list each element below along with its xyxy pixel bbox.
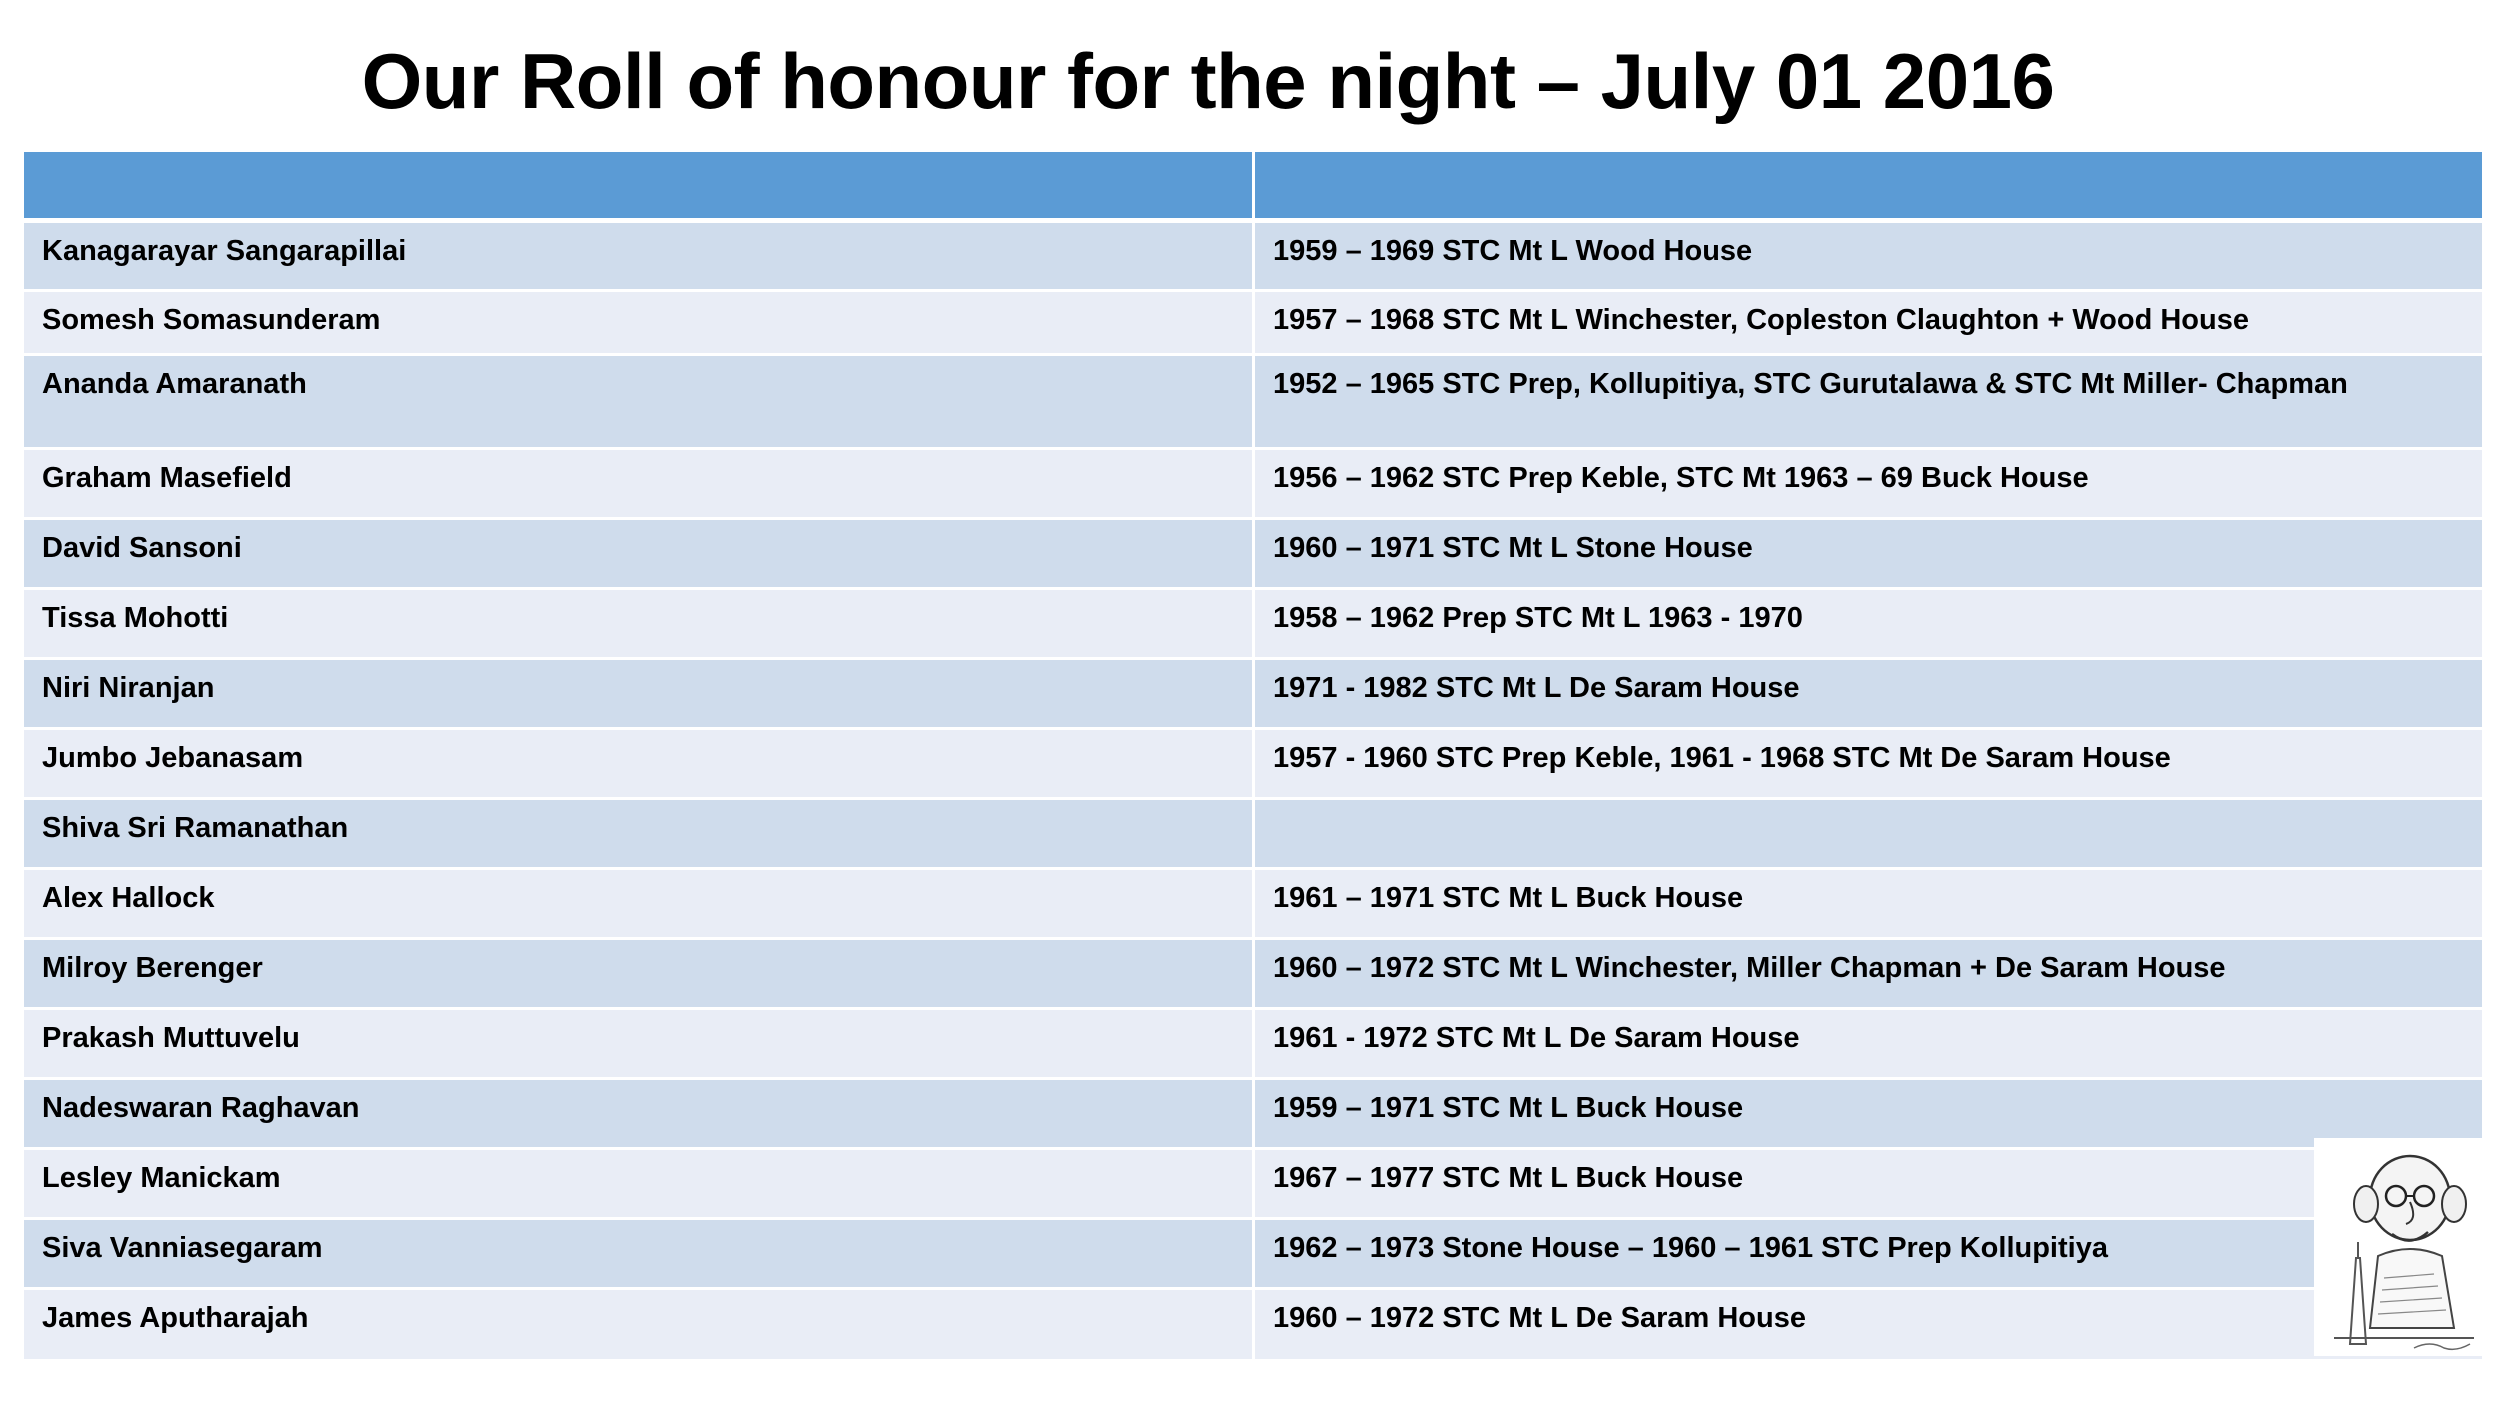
member-detail: 1959 – 1969 STC Mt L Wood House xyxy=(1255,223,2482,292)
member-name: Alex Hallock xyxy=(24,870,1255,940)
member-name: Tissa Mohotti xyxy=(24,590,1255,660)
table-row: Kanagarayar Sangarapillai 1959 – 1969 ST… xyxy=(24,223,2482,292)
member-detail: 1961 - 1972 STC Mt L De Saram House xyxy=(1255,1010,2482,1080)
member-name: Jumbo Jebanasam xyxy=(24,730,1255,800)
member-name: Nadeswaran Raghavan xyxy=(24,1080,1255,1150)
member-name: David Sansoni xyxy=(24,520,1255,590)
member-detail: 1962 – 1973 Stone House – 1960 – 1961 ST… xyxy=(1255,1220,2482,1290)
member-name: Lesley Manickam xyxy=(24,1150,1255,1220)
member-detail: 1960 – 1971 STC Mt L Stone House xyxy=(1255,520,2482,590)
member-detail: 1961 – 1971 STC Mt L Buck House xyxy=(1255,870,2482,940)
table-row: Siva Vanniasegaram 1962 – 1973 Stone Hou… xyxy=(24,1220,2482,1290)
table-row: Prakash Muttuvelu 1961 - 1972 STC Mt L D… xyxy=(24,1010,2482,1080)
member-name: Siva Vanniasegaram xyxy=(24,1220,1255,1290)
roll-of-honour-table: Kanagarayar Sangarapillai 1959 – 1969 ST… xyxy=(24,152,2482,1362)
member-name: Somesh Somasunderam xyxy=(24,292,1255,356)
member-detail: 1958 – 1962 Prep STC Mt L 1963 - 1970 xyxy=(1255,590,2482,660)
table-row: Graham Masefield 1956 – 1962 STC Prep Ke… xyxy=(24,450,2482,520)
member-name: Ananda Amaranath xyxy=(24,356,1255,450)
table-header-row xyxy=(24,152,2482,223)
table-row: Niri Niranjan 1971 - 1982 STC Mt L De Sa… xyxy=(24,660,2482,730)
member-detail: 1960 – 1972 STC Mt L Winchester, Miller … xyxy=(1255,940,2482,1010)
table-row: Alex Hallock 1961 – 1971 STC Mt L Buck H… xyxy=(24,870,2482,940)
member-detail: 1957 - 1960 STC Prep Keble, 1961 - 1968 … xyxy=(1255,730,2482,800)
table-header-detail xyxy=(1255,152,2482,223)
table-row: Tissa Mohotti 1958 – 1962 Prep STC Mt L … xyxy=(24,590,2482,660)
member-detail: 1960 – 1972 STC Mt L De Saram House xyxy=(1255,1290,2482,1362)
table-row: Shiva Sri Ramanathan xyxy=(24,800,2482,870)
member-detail xyxy=(1255,800,2482,870)
member-detail: 1959 – 1971 STC Mt L Buck House xyxy=(1255,1080,2482,1150)
caricature-sketch-icon xyxy=(2314,1138,2486,1356)
member-name: Kanagarayar Sangarapillai xyxy=(24,223,1255,292)
table-header-name xyxy=(24,152,1255,223)
member-detail: 1952 – 1965 STC Prep, Kollupitiya, STC G… xyxy=(1255,356,2482,450)
table-row: Nadeswaran Raghavan 1959 – 1971 STC Mt L… xyxy=(24,1080,2482,1150)
member-name: Graham Masefield xyxy=(24,450,1255,520)
member-detail: 1967 – 1977 STC Mt L Buck House xyxy=(1255,1150,2482,1220)
member-detail: 1971 - 1982 STC Mt L De Saram House xyxy=(1255,660,2482,730)
table-row: David Sansoni 1960 – 1971 STC Mt L Stone… xyxy=(24,520,2482,590)
table-row: Ananda Amaranath 1952 – 1965 STC Prep, K… xyxy=(24,356,2482,450)
slide-title: Our Roll of honour for the night – July … xyxy=(361,37,2055,125)
member-name: Shiva Sri Ramanathan xyxy=(24,800,1255,870)
member-name: Niri Niranjan xyxy=(24,660,1255,730)
table-row: James Aputharajah 1960 – 1972 STC Mt L D… xyxy=(24,1290,2482,1362)
member-name: James Aputharajah xyxy=(24,1290,1255,1362)
table-row: Somesh Somasunderam 1957 – 1968 STC Mt L… xyxy=(24,292,2482,356)
member-name: Prakash Muttuvelu xyxy=(24,1010,1255,1080)
table-row: Lesley Manickam 1967 – 1977 STC Mt L Buc… xyxy=(24,1150,2482,1220)
member-name: Milroy Berenger xyxy=(24,940,1255,1010)
table-row: Jumbo Jebanasam 1957 - 1960 STC Prep Keb… xyxy=(24,730,2482,800)
table-row: Milroy Berenger 1960 – 1972 STC Mt L Win… xyxy=(24,940,2482,1010)
member-detail: 1956 – 1962 STC Prep Keble, STC Mt 1963 … xyxy=(1255,450,2482,520)
member-detail: 1957 – 1968 STC Mt L Winchester, Coplest… xyxy=(1255,292,2482,356)
